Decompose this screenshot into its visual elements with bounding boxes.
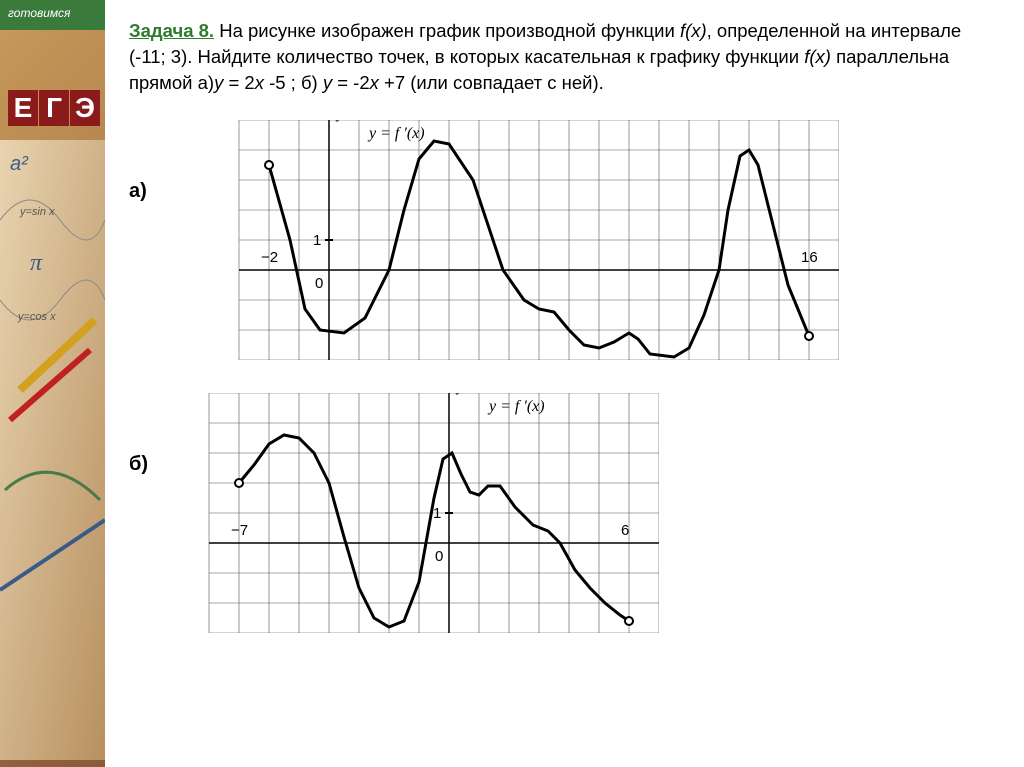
svg-text:6: 6 [621,522,629,539]
svg-text:y = f ′(x): y = f ′(x) [487,398,545,415]
ege-logo: ЕГЭ [8,90,105,126]
problem-statement: Задача 8. На рисунке изображен график пр… [129,18,1000,96]
content-area: Задача 8. На рисунке изображен график пр… [105,0,1024,767]
svg-text:y: y [455,393,465,395]
ege-letter: Г [39,90,69,126]
svg-text:0: 0 [315,275,323,292]
problem-number: Задача 8. [129,20,214,41]
svg-text:y: y [335,120,345,122]
ege-letter: Е [8,90,38,126]
sidebar: готовимся ЕГЭ a² y=sin x π y=cos x [0,0,105,767]
svg-text:π: π [30,250,43,276]
sidebar-header: готовимся [0,0,105,30]
svg-text:y=cos x: y=cos x [17,311,56,323]
chart-b: xy0−761y = f ′(x) [179,393,659,638]
svg-text:−7: −7 [231,522,248,539]
svg-text:−2: −2 [261,249,278,266]
part-b-row: б) xy0−761y = f ′(x) [129,393,1000,638]
sidebar-decorative-math: a² y=sin x π y=cos x [0,140,105,760]
svg-text:1: 1 [313,232,321,249]
svg-text:a²: a² [10,153,29,175]
ege-letter: Э [70,90,100,126]
part-a-label: а) [129,180,179,203]
svg-text:1: 1 [433,505,441,522]
svg-text:16: 16 [801,249,818,266]
chart-a: xy0−2161y = f ′(x) [179,120,839,365]
part-a-row: а) xy0−2161y = f ′(x) [129,120,1000,365]
part-b-label: б) [129,453,179,476]
svg-text:y = f ′(x): y = f ′(x) [367,125,425,142]
svg-text:y=sin x: y=sin x [19,206,55,218]
svg-text:0: 0 [435,548,443,565]
